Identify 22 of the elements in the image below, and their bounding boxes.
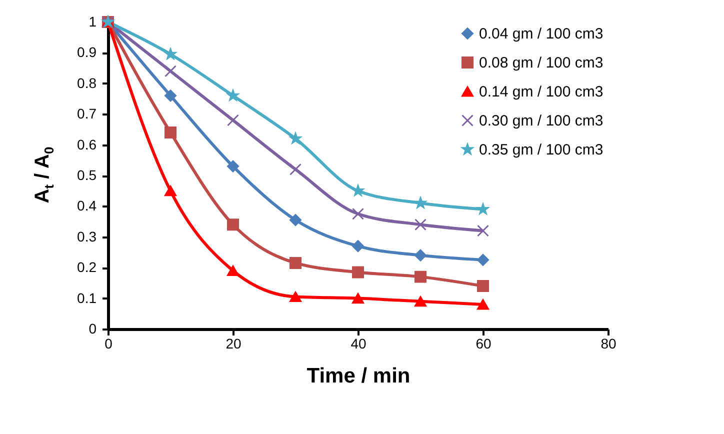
y-tick-label: 0.6 [77,136,97,152]
x-axis-title: Time / min [306,364,410,388]
y-tick-label: 0.4 [77,198,97,214]
y-tick-label: 1 [88,14,97,30]
x-tick-label: 80 [600,336,616,352]
x-tick-label: 60 [476,336,492,352]
legend-label: 0.08 gm / 100 cm3 [479,54,604,72]
legend-label: 0.14 gm / 100 cm3 [479,84,604,100]
legend-label: 0.35 gm / 100 cm3 [479,142,604,158]
legend-label: 0.30 gm / 100 cm3 [479,112,604,130]
legend-label: 0.04 gm / 100 cm3 [479,26,604,42]
x-tick-label: 20 [226,336,242,352]
x-tick-label: 0 [104,336,113,352]
y-tick-label: 0.9 [77,44,97,60]
y-tick-label: 0.5 [77,167,97,183]
y-tick-label: 0 [88,320,97,336]
y-tick-label: 0.8 [77,74,97,91]
x-tick-label: 40 [350,336,366,352]
y-tick-label: 0.2 [77,259,97,276]
y-tick-label: 0.7 [77,106,97,122]
y-tick-label: 0.1 [77,290,97,306]
y-tick-label: 0.3 [77,228,97,244]
